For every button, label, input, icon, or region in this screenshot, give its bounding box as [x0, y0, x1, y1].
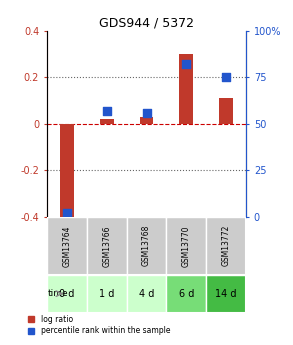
- Text: GSM13764: GSM13764: [62, 225, 71, 267]
- Text: 0 d: 0 d: [59, 289, 74, 299]
- Text: GSM13770: GSM13770: [182, 225, 191, 267]
- Bar: [179, 54, 193, 124]
- Legend: log ratio, percentile rank within the sample: log ratio, percentile rank within the sa…: [27, 314, 172, 337]
- Bar: [60, 124, 74, 221]
- Bar: [100, 119, 114, 124]
- Point: [144, 110, 149, 116]
- Title: GDS944 / 5372: GDS944 / 5372: [99, 17, 194, 30]
- Bar: [139, 117, 154, 124]
- Point: [224, 75, 229, 80]
- Bar: [206, 217, 246, 275]
- Bar: [87, 217, 127, 275]
- Bar: [166, 217, 206, 275]
- Bar: [127, 275, 166, 313]
- Bar: [206, 275, 246, 313]
- Text: GSM13772: GSM13772: [222, 225, 231, 266]
- Bar: [219, 98, 233, 124]
- Point: [184, 62, 189, 67]
- Bar: [87, 275, 127, 313]
- Point: [64, 210, 69, 216]
- Bar: [47, 217, 87, 275]
- Text: 6 d: 6 d: [179, 289, 194, 299]
- Text: GSM13768: GSM13768: [142, 225, 151, 266]
- Text: 14 d: 14 d: [215, 289, 237, 299]
- Bar: [127, 217, 166, 275]
- Text: time: time: [48, 289, 68, 298]
- Text: GSM13766: GSM13766: [102, 225, 111, 267]
- Point: [104, 108, 109, 114]
- Text: 4 d: 4 d: [139, 289, 154, 299]
- Bar: [166, 275, 206, 313]
- Text: 1 d: 1 d: [99, 289, 114, 299]
- Bar: [47, 275, 87, 313]
